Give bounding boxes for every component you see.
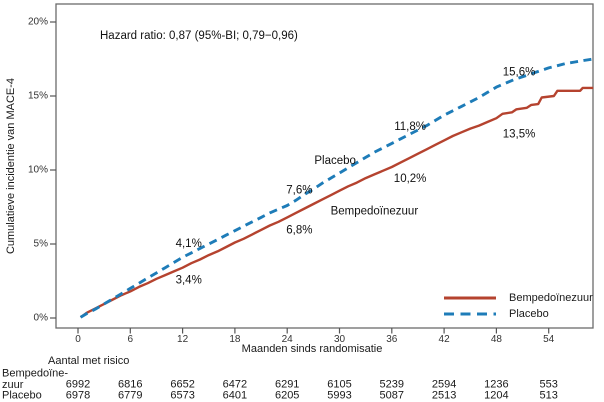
risk-value: 513 — [540, 390, 558, 402]
x-tick-label: 6 — [128, 334, 134, 345]
point-label: 11,8% — [394, 121, 426, 133]
point-label: 7,6% — [286, 185, 312, 197]
risk-value: 6472 — [223, 379, 247, 391]
plot-frame — [55, 3, 594, 329]
legend-label-bempedoinezuur: Bempedoïnezuur — [509, 292, 593, 304]
risk-value: 6401 — [223, 390, 247, 402]
risk-value: 5239 — [380, 379, 404, 391]
x-tick-label: 30 — [334, 334, 346, 345]
y-tick-label: 10% — [28, 165, 48, 176]
point-annotations: 3,4% 4,1% 6,8% 7,6% 10,2% 11,8% 13,5% 15,6% Plac… — [176, 66, 536, 286]
x-axis-title: Maanden sinds randomisatie — [242, 343, 383, 355]
risk-value: 6816 — [118, 379, 142, 391]
curve-name-label: Bempedoïnezuur — [331, 205, 419, 217]
risk-row-label: Bempedoïne- — [2, 368, 68, 380]
risk-value: 2513 — [432, 390, 456, 402]
point-label: 15,6% — [503, 66, 536, 78]
risk-value: 2594 — [432, 379, 456, 391]
x-tick-label: 0 — [75, 334, 81, 345]
x-tick-label: 48 — [491, 334, 503, 345]
risk-value: 1204 — [484, 390, 508, 402]
risk-table-values: Bempedoïne-zuur 6992 6816 6652 6472 6291 6105 5… — [2, 368, 558, 402]
data-curves — [79, 57, 594, 319]
risk-value: 6779 — [118, 390, 142, 402]
risk-row-label: Placebo — [2, 390, 42, 402]
y-tick-label: 5% — [34, 239, 49, 250]
risk-value: 6105 — [327, 379, 351, 391]
risk-value: 6652 — [170, 379, 194, 391]
risk-value: 6992 — [66, 379, 90, 391]
legend: Bempedoïnezuur Placebo — [444, 292, 593, 320]
hazard-ratio-annotation: Hazard ratio: 0,87 (95%-BI; 0,79−0,96) — [100, 30, 298, 42]
y-tick-label: 20% — [28, 17, 48, 28]
y-axis-title: Cumulatieve incidentie van MACE-4 — [5, 78, 17, 254]
x-tick-label: 54 — [543, 334, 555, 345]
x-tick-label: 12 — [177, 334, 189, 345]
point-label: 13,5% — [503, 128, 536, 140]
risk-table-title: Aantal met risico — [48, 355, 129, 367]
risk-value: 1236 — [484, 379, 508, 391]
risk-value: 6291 — [275, 379, 299, 391]
risk-row-label: zuur — [2, 379, 24, 391]
x-tick-label: 24 — [282, 334, 294, 345]
risk-value: 5087 — [380, 390, 404, 402]
y-tick-label: 15% — [28, 91, 48, 102]
risk-value: 553 — [540, 379, 558, 391]
x-tick-label: 36 — [386, 334, 398, 345]
x-tick-label: 42 — [439, 334, 451, 345]
risk-value: 6205 — [275, 390, 299, 402]
x-tick-label: 18 — [229, 334, 241, 345]
legend-label-placebo: Placebo — [509, 308, 549, 320]
y-tick-label: 0% — [34, 313, 49, 324]
risk-value: 6978 — [66, 390, 90, 402]
point-label: 10,2% — [394, 173, 427, 185]
point-label: 6,8% — [286, 225, 312, 237]
axis-ticks: 0% 5% 10% 15% 20% 0 6 12 18 24 30 36 42 48 54 — [28, 17, 555, 346]
risk-value: 5993 — [327, 390, 351, 402]
point-label: 4,1% — [176, 238, 202, 250]
point-label: 3,4% — [176, 274, 202, 286]
curve-name-label: Placebo — [314, 155, 356, 167]
bempedoinezuur-curve — [79, 86, 594, 319]
risk-value: 6573 — [170, 390, 194, 402]
placebo-curve — [79, 57, 594, 319]
